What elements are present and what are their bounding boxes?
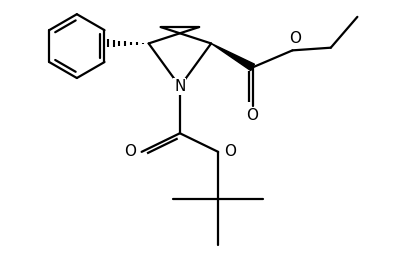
- Text: O: O: [124, 144, 136, 159]
- Text: O: O: [224, 144, 236, 159]
- Text: O: O: [289, 31, 301, 46]
- Polygon shape: [211, 43, 254, 71]
- Text: N: N: [174, 79, 185, 94]
- Text: O: O: [247, 108, 258, 123]
